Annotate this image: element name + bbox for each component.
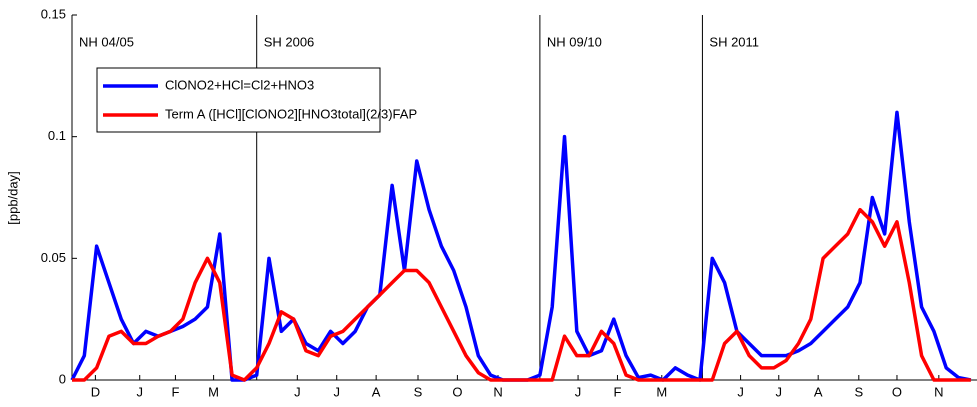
x-tick-label: J <box>737 384 744 399</box>
panel-label: SH 2006 <box>264 34 315 49</box>
x-tick-label: J <box>776 384 783 399</box>
x-tick-label: F <box>613 384 621 399</box>
x-tick-label: O <box>452 384 462 399</box>
y-axis-label: [ppb/day] <box>5 171 20 225</box>
x-tick-label: S <box>414 384 423 399</box>
y-tick-label: 0.05 <box>41 250 66 265</box>
panel-label: NH 09/10 <box>547 34 602 49</box>
x-tick-label: O <box>892 384 902 399</box>
y-tick-label: 0.15 <box>41 6 66 21</box>
x-tick-label: N <box>934 384 943 399</box>
y-tick-label: 0 <box>59 371 66 386</box>
panel-label: SH 2011 <box>709 34 759 49</box>
panel-label: NH 04/05 <box>79 34 134 49</box>
x-tick-label: M <box>656 384 667 399</box>
x-tick-label: F <box>171 384 179 399</box>
x-tick-label: M <box>208 384 219 399</box>
x-tick-label: A <box>372 384 381 399</box>
legend-label: ClONO2+HCl=Cl2+HNO3 <box>165 77 314 92</box>
x-tick-label: A <box>814 384 823 399</box>
x-tick-label: N <box>493 384 502 399</box>
x-tick-label: S <box>854 384 863 399</box>
x-tick-label: J <box>136 384 143 399</box>
x-tick-label: J <box>333 384 340 399</box>
x-tick-label: D <box>91 384 100 399</box>
y-tick-label: 0.1 <box>48 128 66 143</box>
series-line <box>72 207 971 382</box>
x-tick-label: J <box>294 384 301 399</box>
legend-label: Term A ([HCl][ClONO2][HNO3total](2/3)FAP <box>165 106 417 121</box>
legend-box <box>96 67 381 133</box>
x-tick-label: J <box>575 384 582 399</box>
